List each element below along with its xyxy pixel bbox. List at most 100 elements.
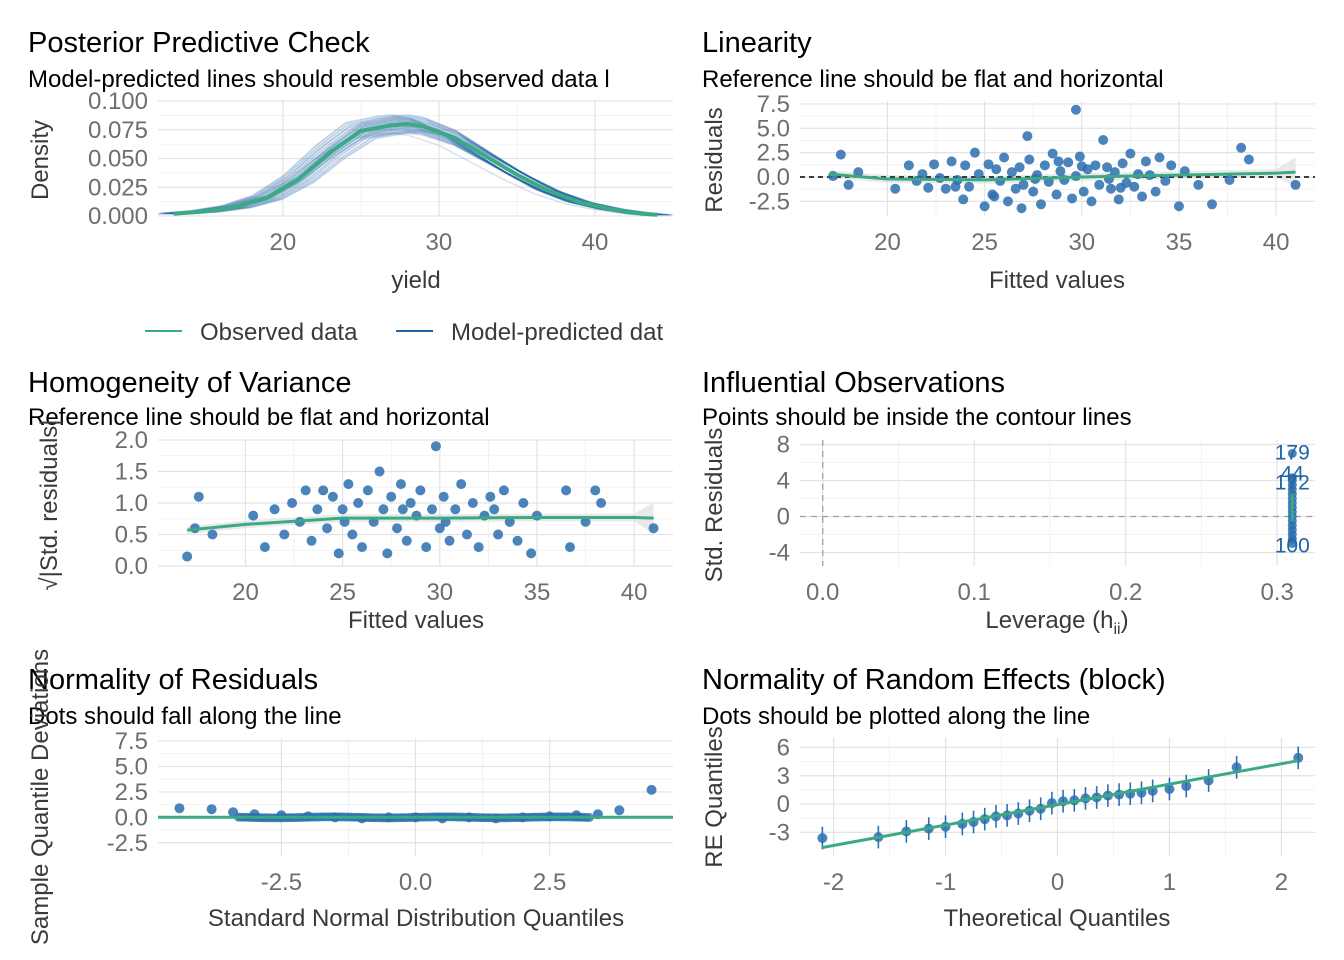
- y-tick-label: 5.0: [115, 753, 148, 780]
- data-point: [467, 498, 478, 508]
- data-point: [1010, 183, 1021, 194]
- y-tick-label: 4: [777, 468, 790, 495]
- y-tick-label: -4: [769, 540, 790, 567]
- data-point: [890, 183, 901, 194]
- data-point: [327, 491, 338, 502]
- x-tick-label: 0.2: [1109, 579, 1142, 606]
- y-tick-label: 2.0: [115, 427, 148, 454]
- data-point: [182, 551, 193, 562]
- y-tick-label: -2.5: [749, 188, 790, 215]
- y-tick-label: -2.5: [107, 830, 148, 857]
- y-tick-label: -3: [769, 819, 790, 846]
- x-tick-label: 20: [269, 229, 296, 256]
- data-point: [991, 164, 1002, 175]
- observed-data-line: [173, 121, 658, 217]
- data-point: [646, 784, 657, 795]
- data-point: [531, 510, 542, 521]
- x-axis-label: Theoretical Quantiles: [944, 905, 1171, 932]
- y-tick-label: 0.000: [88, 203, 148, 230]
- data-point: [362, 485, 373, 496]
- data-point: [306, 535, 317, 546]
- panel-title: Normality of Random Effects (block): [702, 664, 1166, 696]
- x-axis-label: Fitted values: [989, 267, 1125, 294]
- x-tick-label: 2.5: [533, 869, 566, 896]
- data-point: [1166, 160, 1177, 171]
- x-axis-label-subscript: ii: [1113, 621, 1120, 638]
- data-point: [386, 491, 397, 502]
- data-point: [903, 160, 914, 171]
- panel-ppc: Posterior Predictive Check Model-predicte…: [27, 27, 673, 346]
- data-point: [259, 542, 270, 553]
- point-label: 172: [1275, 471, 1310, 494]
- x-tick-label: 30: [1068, 229, 1095, 256]
- data-point: [397, 504, 408, 515]
- data-point: [1055, 166, 1066, 177]
- panel-influence: Influential Observations Points should be…: [701, 367, 1315, 638]
- x-axis-label: Leverage (hii): [985, 607, 1128, 638]
- data-point: [561, 485, 572, 496]
- panel-linearity: Linearity Reference line should be flat a…: [701, 27, 1315, 294]
- data-point: [1086, 196, 1097, 207]
- x-tick-label: -2: [823, 869, 844, 896]
- data-point: [979, 201, 990, 212]
- data-point: [1125, 148, 1136, 159]
- x-tick-label: 0: [1051, 869, 1064, 896]
- data-point: [382, 548, 393, 559]
- data-point: [1109, 167, 1120, 178]
- data-point: [1115, 182, 1126, 193]
- data-point: [498, 485, 509, 496]
- data-point: [206, 804, 217, 815]
- model-predicted-line: [158, 114, 643, 216]
- data-point: [1090, 160, 1101, 171]
- point-label: 179: [1275, 442, 1310, 465]
- chart-marks: [158, 784, 673, 824]
- data-point: [1193, 179, 1204, 190]
- data-point: [279, 529, 290, 540]
- data-point: [1207, 199, 1217, 210]
- data-point: [353, 498, 364, 508]
- data-point: [193, 491, 204, 502]
- y-tick-label: 2.5: [115, 779, 148, 806]
- data-point: [1047, 148, 1058, 159]
- data-point: [395, 479, 406, 490]
- x-axis-label-main: Leverage (h: [985, 607, 1113, 634]
- legend: Observed data Model-predicted dat: [145, 319, 663, 346]
- panel-subtitle: Points should be inside the contour line…: [702, 404, 1132, 431]
- data-point: [1035, 199, 1046, 210]
- data-point: [1287, 473, 1297, 483]
- data-point: [1181, 781, 1192, 792]
- data-point: [1102, 162, 1113, 173]
- x-tick-label: 35: [524, 579, 551, 606]
- data-point: [989, 191, 1000, 202]
- data-point: [1063, 157, 1074, 168]
- y-tick-label: 6: [777, 734, 790, 761]
- data-point: [526, 548, 537, 559]
- data-point: [1070, 104, 1081, 115]
- x-tick-label: 30: [426, 579, 453, 606]
- data-point: [590, 485, 601, 496]
- data-point: [1002, 196, 1013, 207]
- panel-homogeneity: Homogeneity of Variance Reference line sh…: [28, 367, 673, 634]
- y-tick-label: 0.025: [88, 174, 148, 201]
- panel-title: Homogeneity of Variance: [28, 367, 351, 399]
- y-tick-label: 1.5: [115, 459, 148, 486]
- data-point: [322, 523, 333, 534]
- x-tick-label: 0.0: [399, 869, 432, 896]
- data-point: [434, 523, 445, 534]
- data-point: [1022, 131, 1033, 142]
- y-tick-label: 5.0: [757, 115, 790, 142]
- data-point: [347, 529, 358, 540]
- data-point: [1006, 167, 1017, 178]
- data-point: [357, 542, 368, 553]
- data-point: [1290, 179, 1301, 190]
- x-tick-label: -1: [935, 869, 956, 896]
- data-point: [485, 491, 496, 502]
- x-tick-label: 20: [232, 579, 259, 606]
- data-point: [929, 159, 940, 170]
- data-point: [1078, 186, 1089, 197]
- data-point: [1018, 179, 1029, 190]
- y-axis-label: Sample Quantile Deviations: [27, 649, 54, 945]
- x-tick-label: 40: [582, 229, 609, 256]
- y-tick-label: 0.050: [88, 146, 148, 173]
